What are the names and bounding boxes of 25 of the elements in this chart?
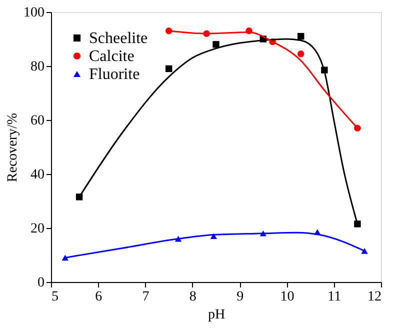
x-tick-label: 12 [368, 290, 382, 304]
y-tick-label: 100 [24, 6, 44, 20]
x-tick-label: 8 [189, 290, 196, 304]
x-tick-label: 10 [280, 290, 294, 304]
y-tick-label: 80 [30, 60, 44, 74]
point [361, 248, 368, 254]
x-tick-label: 9 [236, 290, 244, 304]
point [166, 65, 172, 72]
x-tick-label: 5 [52, 290, 58, 304]
point [298, 32, 304, 40]
x-tick-label: 11 [328, 290, 342, 304]
point [298, 50, 304, 58]
point [354, 220, 361, 228]
legend-label: Scheelite [89, 30, 148, 47]
y-tick-label: 40 [30, 168, 44, 182]
x-tick-label: 7 [142, 290, 150, 304]
x-axis-title: pH [208, 308, 226, 322]
y-tick-label: 60 [30, 114, 44, 128]
y-tick-label: 0 [38, 276, 44, 290]
y-axis-title: Recovery/% [6, 112, 20, 182]
y-tick-label: 20 [30, 222, 44, 236]
x-tick-label: 6 [95, 290, 102, 304]
legend-label: Fluorite [89, 66, 140, 83]
legend-label: Calcite [89, 48, 134, 65]
point [212, 41, 220, 48]
